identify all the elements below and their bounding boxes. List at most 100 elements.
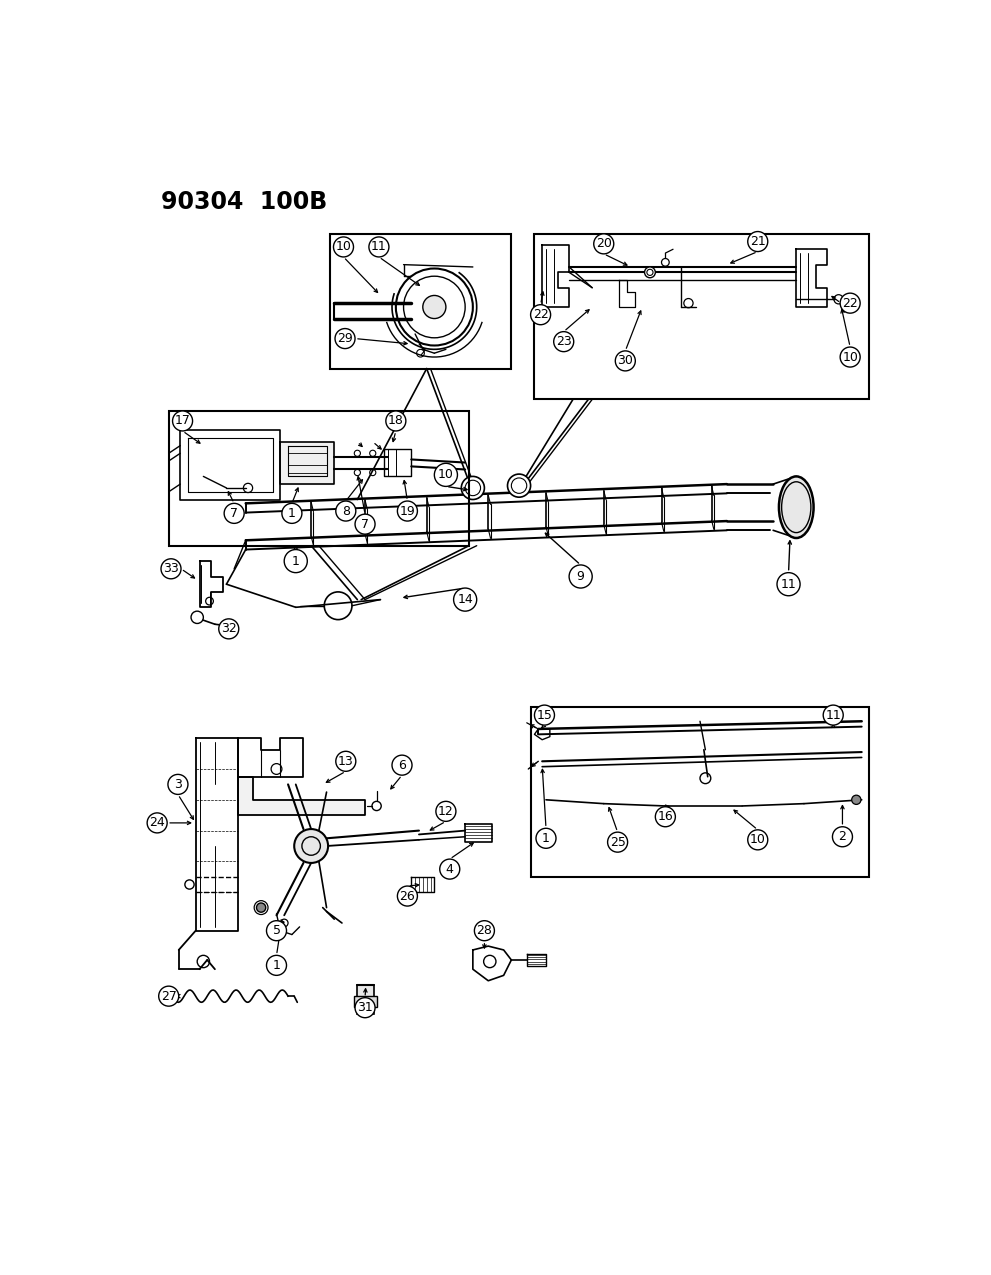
Text: 33: 33 (164, 562, 179, 575)
Circle shape (161, 558, 181, 579)
Circle shape (267, 921, 286, 941)
Text: 7: 7 (361, 518, 369, 530)
Text: 30: 30 (617, 354, 633, 367)
Circle shape (655, 807, 675, 826)
Bar (354, 996, 378, 1007)
Circle shape (748, 232, 768, 251)
Circle shape (777, 572, 800, 595)
Circle shape (851, 796, 861, 805)
Text: 26: 26 (399, 890, 415, 903)
Text: 1: 1 (273, 959, 280, 972)
Circle shape (615, 351, 635, 371)
Circle shape (336, 501, 356, 521)
Text: 12: 12 (438, 805, 454, 817)
Text: 28: 28 (477, 924, 493, 937)
Circle shape (840, 347, 860, 367)
Text: 10: 10 (438, 468, 454, 482)
Circle shape (461, 477, 485, 500)
Text: 25: 25 (609, 835, 625, 849)
Circle shape (644, 266, 655, 278)
Text: 90304  100B: 90304 100B (161, 190, 327, 214)
Polygon shape (238, 776, 365, 815)
Circle shape (554, 332, 574, 352)
Bar (358, 984, 375, 1014)
Polygon shape (280, 441, 334, 484)
Circle shape (434, 463, 458, 486)
Text: 19: 19 (399, 505, 415, 518)
Text: 29: 29 (337, 332, 353, 346)
Text: 31: 31 (357, 1001, 373, 1014)
Text: 1: 1 (291, 555, 299, 567)
Ellipse shape (779, 477, 814, 538)
Circle shape (294, 829, 328, 863)
Circle shape (267, 955, 286, 975)
Text: 11: 11 (371, 241, 386, 254)
Text: 24: 24 (150, 816, 165, 830)
Text: 8: 8 (342, 505, 350, 518)
Circle shape (336, 751, 356, 771)
Circle shape (530, 305, 551, 325)
Text: 27: 27 (161, 989, 176, 1002)
Bar (530, 708, 869, 877)
Circle shape (436, 802, 456, 821)
Bar (330, 233, 511, 368)
Circle shape (281, 504, 302, 523)
Circle shape (440, 859, 460, 878)
Circle shape (172, 411, 192, 431)
Text: 3: 3 (174, 778, 182, 790)
Text: 1: 1 (542, 831, 550, 845)
Circle shape (534, 705, 555, 725)
Circle shape (507, 474, 530, 497)
Text: 10: 10 (750, 834, 766, 847)
Bar (534, 233, 869, 399)
Circle shape (423, 296, 446, 319)
Circle shape (392, 755, 412, 775)
Text: 5: 5 (273, 924, 280, 937)
Circle shape (397, 501, 417, 521)
Circle shape (335, 329, 355, 348)
Text: 1: 1 (288, 507, 296, 520)
Circle shape (397, 886, 417, 907)
Circle shape (284, 550, 307, 572)
Circle shape (454, 588, 477, 611)
Circle shape (159, 986, 178, 1006)
Text: 23: 23 (556, 335, 572, 348)
Text: 10: 10 (336, 241, 352, 254)
Text: 11: 11 (781, 578, 797, 590)
Text: 18: 18 (387, 414, 403, 427)
Text: 14: 14 (457, 593, 473, 606)
Circle shape (832, 826, 852, 847)
Circle shape (147, 813, 167, 833)
Circle shape (334, 237, 354, 258)
Text: 15: 15 (536, 709, 552, 722)
Circle shape (167, 774, 188, 794)
Circle shape (191, 611, 203, 623)
Circle shape (224, 504, 244, 523)
Text: 10: 10 (842, 351, 858, 363)
Text: 9: 9 (577, 570, 585, 583)
Text: 21: 21 (750, 235, 766, 249)
Circle shape (824, 705, 843, 725)
Text: 16: 16 (657, 810, 673, 824)
Text: 6: 6 (398, 759, 406, 771)
Circle shape (475, 921, 495, 941)
Circle shape (607, 833, 627, 852)
Circle shape (355, 514, 375, 534)
Circle shape (594, 233, 613, 254)
Circle shape (536, 829, 556, 848)
Text: 22: 22 (842, 297, 858, 310)
Circle shape (219, 618, 239, 639)
Circle shape (569, 565, 593, 588)
Text: 22: 22 (533, 309, 548, 321)
Circle shape (355, 998, 375, 1017)
Text: 7: 7 (230, 507, 238, 520)
Bar (168, 411, 469, 546)
Circle shape (748, 830, 768, 850)
Circle shape (369, 237, 388, 258)
Circle shape (385, 411, 406, 431)
Circle shape (257, 903, 266, 912)
Text: 4: 4 (446, 863, 454, 876)
Text: 13: 13 (338, 755, 354, 768)
Circle shape (840, 293, 860, 314)
Text: 20: 20 (596, 237, 611, 250)
